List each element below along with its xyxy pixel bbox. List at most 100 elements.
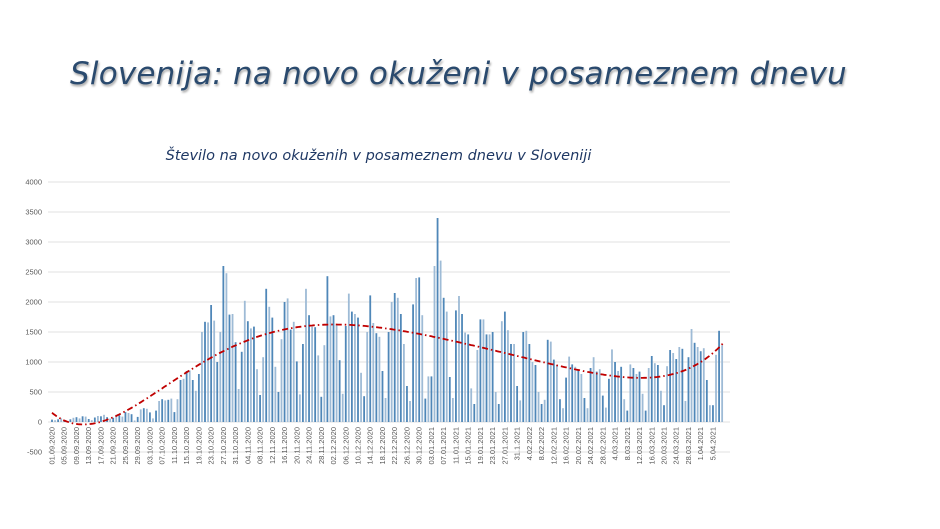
bar <box>152 418 154 422</box>
bar <box>354 314 356 422</box>
x-tick-label: 09.09.2020 <box>72 427 81 465</box>
bar <box>485 334 488 422</box>
x-tick-label: 26.12.2020 <box>402 427 411 465</box>
bar <box>387 332 390 422</box>
x-tick-label: 5.04.2021 <box>708 427 717 460</box>
bar <box>702 348 705 422</box>
bar <box>513 344 515 422</box>
bar <box>562 408 564 422</box>
x-tick-label: 17.09.2020 <box>96 427 105 465</box>
trendline <box>51 323 725 426</box>
bar <box>191 380 194 422</box>
x-tick-label: 06.12.2020 <box>341 427 350 465</box>
bar <box>470 388 473 422</box>
bar <box>93 417 96 422</box>
bar <box>277 392 280 422</box>
bar <box>84 416 87 422</box>
bar <box>445 311 448 422</box>
x-tick-label: 01.09.2020 <box>48 427 57 465</box>
x-tick-label: 27.01.2021 <box>500 427 509 465</box>
bar <box>378 336 381 422</box>
bar <box>253 326 255 422</box>
bar <box>461 314 463 422</box>
y-tick-label: 3500 <box>25 208 42 217</box>
bar <box>164 400 167 422</box>
bar <box>503 311 506 422</box>
bar <box>559 399 561 422</box>
y-tick-label: 1000 <box>25 358 42 367</box>
x-tick-label: 22.12.2020 <box>390 427 399 465</box>
bar <box>375 333 378 422</box>
x-tick-label: 07.01.2021 <box>439 427 448 465</box>
bar <box>243 300 246 422</box>
bar <box>412 304 414 422</box>
bar <box>601 395 604 422</box>
bar <box>179 380 182 422</box>
bar <box>246 321 249 422</box>
x-tick-label: 14.12.2020 <box>366 427 375 465</box>
bar <box>451 398 454 422</box>
x-tick-label: 21.09.2020 <box>109 427 118 465</box>
x-tick-label: 15.10.2020 <box>182 427 191 465</box>
bar <box>653 363 656 422</box>
bar <box>705 380 708 422</box>
bar <box>357 317 359 422</box>
bar <box>341 393 344 422</box>
x-tick-label: 31.1.2021 <box>513 427 522 460</box>
x-tick-label: 8.02.2022 <box>537 427 546 460</box>
bar <box>145 408 148 422</box>
bar <box>338 360 341 422</box>
bar <box>225 273 228 422</box>
y-tick-label: -500 <box>27 448 42 457</box>
y-tick-label: 4000 <box>25 178 42 187</box>
bar <box>265 288 268 422</box>
bar <box>565 377 567 422</box>
bar <box>534 365 537 422</box>
bar <box>604 407 607 422</box>
x-tick-label: 19.10.2020 <box>194 427 203 465</box>
bar <box>519 400 522 422</box>
bar <box>250 328 252 422</box>
y-tick-label: 500 <box>29 388 42 397</box>
bar <box>427 376 430 422</box>
bar <box>556 365 558 422</box>
bar <box>194 390 197 422</box>
bar <box>632 368 635 422</box>
bar <box>681 348 684 422</box>
y-tick-label: 1500 <box>25 328 42 337</box>
bar <box>568 356 571 422</box>
bar <box>323 345 326 422</box>
bar <box>476 350 479 422</box>
bar <box>510 344 512 422</box>
x-tick-label: 13.09.2020 <box>84 427 93 465</box>
bar <box>638 371 641 422</box>
bar <box>620 366 623 422</box>
bar <box>326 276 329 422</box>
bar <box>675 359 678 422</box>
bar <box>78 418 81 422</box>
slide-title: Slovenija: na novo okuženi v posameznem … <box>70 56 847 92</box>
bar <box>197 374 200 422</box>
bar <box>699 351 702 422</box>
bar <box>188 370 191 422</box>
x-tick-label: 04.11.2020 <box>243 427 252 464</box>
bar <box>317 355 320 422</box>
bar <box>305 288 307 422</box>
bar <box>678 347 681 422</box>
bar <box>366 332 369 422</box>
x-tick-label: 31.10.2020 <box>231 427 240 465</box>
bar <box>712 405 714 422</box>
bar <box>516 386 519 422</box>
bar <box>118 415 121 422</box>
bar <box>167 399 170 422</box>
bar <box>669 350 672 422</box>
bar <box>482 319 485 422</box>
bar <box>396 297 399 422</box>
x-tick-label: 20.11.2020 <box>292 427 301 464</box>
x-tick-label: 23.01.2021 <box>488 427 497 465</box>
bar <box>592 357 595 422</box>
bar <box>75 417 78 422</box>
bar <box>497 404 500 422</box>
bar <box>507 330 509 422</box>
bar <box>204 321 206 422</box>
